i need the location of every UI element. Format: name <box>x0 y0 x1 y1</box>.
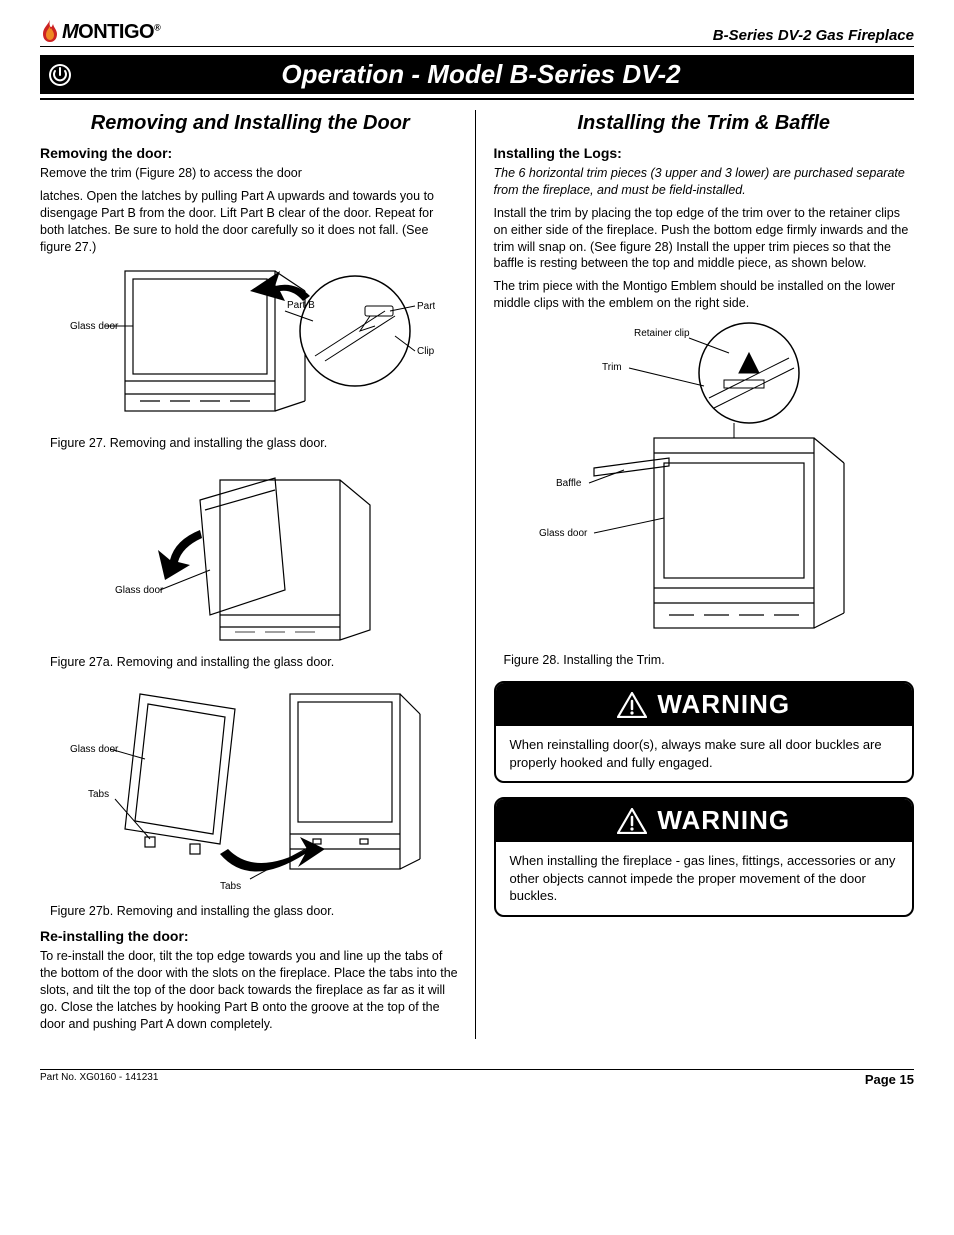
fig27a-label-glass-door: Glass door <box>115 585 164 596</box>
fig27b-caption: Figure 27b. Removing and installing the … <box>50 904 461 918</box>
part-number: Part No. XG0160 - 141231 <box>40 1072 158 1087</box>
brand-name: MONTIGO® <box>62 21 160 44</box>
power-icon <box>48 63 72 87</box>
warning-body-1: When reinstalling door(s), always make s… <box>496 726 913 781</box>
fig28-label-baffle: Baffle <box>556 478 582 489</box>
fig27-label-part-a: Part A <box>417 301 435 312</box>
warning-header-2: WARNING <box>496 799 913 842</box>
fig28-caption: Figure 28. Installing the Trim. <box>504 653 915 667</box>
right-column: Installing the Trim & Baffle Installing … <box>494 110 915 1039</box>
fig28-label-trim: Trim <box>602 362 622 373</box>
warning-label-1: WARNING <box>657 689 790 720</box>
install-p1: Install the trim by placing the top edge… <box>494 205 915 273</box>
figure-27b: Glass door Tabs <box>40 679 461 902</box>
page-title: Operation - Model B-Series DV-2 <box>84 59 906 90</box>
title-bar: Operation - Model B-Series DV-2 <box>40 55 914 94</box>
page-header: MONTIGO® B-Series DV-2 Gas Fireplace <box>40 20 914 47</box>
warning-box-1: WARNING When reinstalling door(s), alway… <box>494 681 915 783</box>
figure-27: Glass door Part B Part A Clip <box>40 261 461 434</box>
reinstall-p: To re-install the door, tilt the top edg… <box>40 948 461 1032</box>
warning-box-2: WARNING When installing the fireplace - … <box>494 797 915 917</box>
fig28-label-retainer: Retainer clip <box>634 328 690 339</box>
page-footer: Part No. XG0160 - 141231 Page 15 <box>40 1069 914 1087</box>
flame-icon <box>40 20 60 44</box>
content-columns: Removing and Installing the Door Removin… <box>40 110 914 1039</box>
fig27-label-clip: Clip <box>417 346 435 357</box>
install-italic: The 6 horizontal trim pieces (3 upper an… <box>494 165 915 199</box>
install-p2: The trim piece with the Montigo Emblem s… <box>494 278 915 312</box>
warning-triangle-icon <box>617 692 647 718</box>
fig27b-label-tabs-1: Tabs <box>88 789 109 800</box>
removing-p2: latches. Open the latches by pulling Par… <box>40 188 461 256</box>
figure-27a: Glass door <box>40 460 461 653</box>
brand-logo: MONTIGO® <box>40 20 160 44</box>
fig27-label-glass-door: Glass door <box>70 321 119 332</box>
reinstall-heading: Re-installing the door: <box>40 928 461 944</box>
fig27b-label-tabs-2: Tabs <box>220 881 241 892</box>
fig27b-label-glass-door: Glass door <box>70 744 119 755</box>
page-number: Page 15 <box>865 1072 914 1087</box>
left-section-title: Removing and Installing the Door <box>40 112 461 135</box>
fig27-caption: Figure 27. Removing and installing the g… <box>50 436 461 450</box>
product-name: B-Series DV-2 Gas Fireplace <box>713 27 914 44</box>
left-column: Removing and Installing the Door Removin… <box>40 110 476 1039</box>
warning-triangle-icon <box>617 808 647 834</box>
install-heading: Installing the Logs: <box>494 145 915 161</box>
fig27a-caption: Figure 27a. Removing and installing the … <box>50 655 461 669</box>
removing-p1: Remove the trim (Figure 28) to access th… <box>40 165 461 182</box>
warning-label-2: WARNING <box>657 805 790 836</box>
fig27-label-part-b: Part B <box>287 300 315 311</box>
removing-heading: Removing the door: <box>40 145 461 161</box>
fig28-label-glass-door: Glass door <box>539 528 588 539</box>
title-underline <box>40 98 914 100</box>
warning-header-1: WARNING <box>496 683 913 726</box>
warning-body-2: When installing the fireplace - gas line… <box>496 842 913 915</box>
figure-28: Retainer clip Trim <box>494 318 915 651</box>
right-section-title: Installing the Trim & Baffle <box>494 112 915 135</box>
